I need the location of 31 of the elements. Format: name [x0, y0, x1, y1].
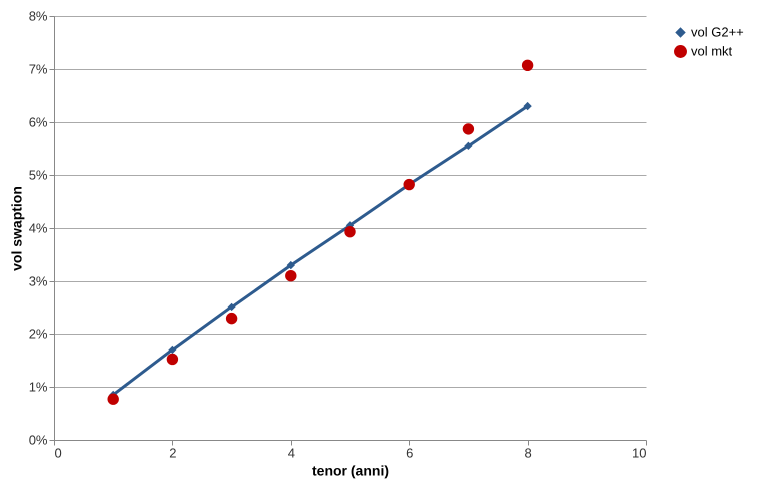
point: [522, 60, 534, 71]
x-tick-label: 10: [632, 446, 646, 460]
point: [286, 260, 295, 270]
point: [285, 270, 296, 282]
y-tick-label: 4%: [28, 220, 48, 236]
point: [226, 312, 238, 324]
point: [227, 302, 236, 312]
y-tick-label: 1%: [28, 380, 48, 394]
y-tick-label: 7%: [28, 62, 48, 76]
x-tick-label: 6: [406, 446, 414, 460]
legend-label: vol mkt: [691, 44, 733, 58]
y-tick-label: 6%: [28, 114, 48, 130]
point: [464, 142, 473, 150]
x-tick-label: 0: [54, 446, 62, 460]
point: [344, 226, 356, 238]
y-tick-label: 2%: [28, 326, 48, 342]
point: [108, 394, 119, 405]
y-tick-label: 8%: [28, 8, 48, 24]
x-tick-label: 2: [169, 446, 177, 460]
y-axis-title: vol swaption: [8, 186, 25, 271]
x-axis-title: tenor (anni): [312, 462, 389, 478]
point: [523, 102, 532, 110]
y-tick-label: 3%: [28, 274, 48, 288]
point: [462, 123, 474, 135]
x-tick-label: 8: [524, 446, 532, 460]
point: [166, 354, 178, 366]
legend-label: vol G2++: [691, 24, 744, 40]
point: [168, 346, 177, 354]
y-tick-label: 5%: [28, 168, 48, 182]
x-tick-label: 4: [288, 446, 295, 460]
y-tick-label: 0%: [28, 432, 48, 448]
